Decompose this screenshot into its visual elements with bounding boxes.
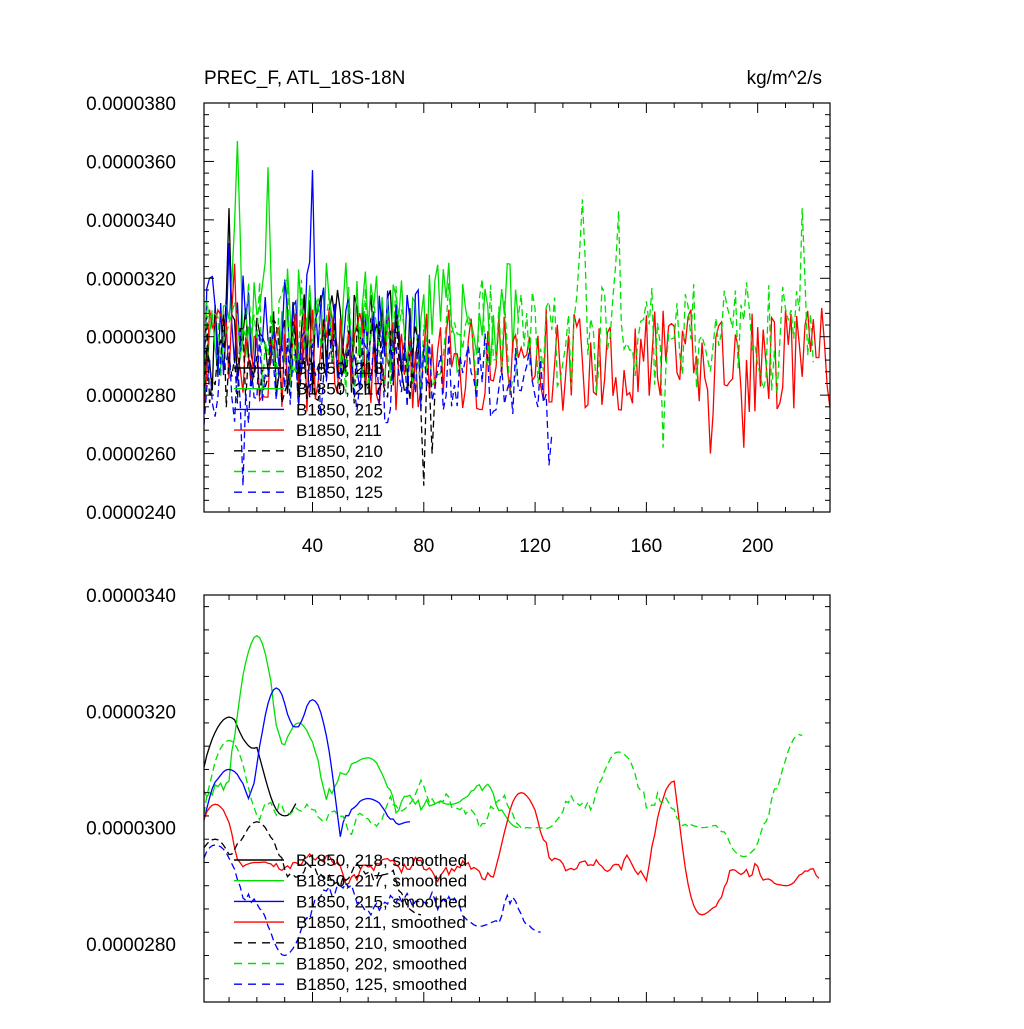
y-tick-label: 0.0000340 bbox=[86, 586, 176, 607]
y-tick-label: 0.0000380 bbox=[86, 94, 176, 115]
y-tick-label: 0.0000300 bbox=[86, 819, 176, 840]
legend-label: B1850, 218, smoothed bbox=[296, 851, 467, 870]
series-group bbox=[204, 140, 830, 486]
x-tick-label: 120 bbox=[519, 536, 551, 557]
legend-label: B1850, 202 bbox=[296, 463, 383, 482]
series-line-7 bbox=[204, 844, 541, 957]
y-tick-label: 0.0000260 bbox=[86, 445, 176, 466]
x-tick-label: 200 bbox=[742, 536, 774, 557]
legend-label: B1850, 125, smoothed bbox=[296, 975, 467, 994]
chart-title: PREC_F, ATL_18S-18N bbox=[204, 68, 405, 89]
legend-label: B1850, 210, smoothed bbox=[296, 934, 467, 953]
series-line-2 bbox=[204, 140, 520, 378]
legend-label: B1850, 215 bbox=[296, 400, 383, 419]
y-tick-label: 0.0000300 bbox=[86, 328, 176, 349]
top-panel: PREC_F, ATL_18S-18N kg/m^2/s 0.0000240 0.00… bbox=[86, 68, 831, 557]
series-line-6 bbox=[204, 733, 803, 858]
legend-label: B1850, 217 bbox=[296, 380, 383, 399]
x-tick-label: 40 bbox=[302, 536, 323, 557]
series-line-4 bbox=[204, 780, 820, 916]
series-line-6 bbox=[204, 199, 814, 448]
series-line-2 bbox=[204, 634, 519, 829]
legend-label: B1850, 125 bbox=[296, 483, 383, 502]
series-line-5 bbox=[204, 821, 422, 916]
x-tick-label: 80 bbox=[413, 536, 434, 557]
series-line-3 bbox=[204, 687, 410, 837]
plot-frame bbox=[203, 102, 831, 513]
legend-label: B1850, 202, smoothed bbox=[296, 955, 467, 974]
y-tick-label: 0.0000240 bbox=[86, 503, 176, 524]
plot-frame bbox=[203, 594, 831, 1003]
legend-label: B1850, 211 bbox=[296, 421, 382, 440]
legend-label: B1850, 211, smoothed bbox=[296, 913, 466, 932]
series-line-7 bbox=[204, 330, 553, 486]
y-tick-label: 0.0000320 bbox=[86, 702, 176, 723]
series-line-1 bbox=[204, 716, 297, 817]
x-tick-label: 160 bbox=[631, 536, 663, 557]
y-tick-label: 0.0000360 bbox=[86, 152, 176, 173]
legend-label: B1850, 217, smoothed bbox=[296, 872, 467, 891]
y-tick-label: 0.0000280 bbox=[86, 935, 176, 956]
legend-label: B1850, 215, smoothed bbox=[296, 892, 467, 911]
y-tick-label: 0.0000280 bbox=[86, 386, 176, 407]
bottom-panel: 0.0000280 0.0000300 0.0000320 0.0000340 B185… bbox=[86, 586, 831, 1003]
legend-label: B1850, 210 bbox=[296, 442, 383, 461]
units-label: kg/m^2/s bbox=[747, 68, 822, 89]
legend-label: B1850, 218 bbox=[296, 359, 383, 378]
y-tick-label: 0.0000320 bbox=[86, 269, 176, 290]
legend: B1850, 218, smoothed B1850, 217, smoothed… bbox=[234, 851, 467, 994]
y-tick-label: 0.0000340 bbox=[86, 211, 176, 232]
series-group bbox=[204, 634, 820, 957]
